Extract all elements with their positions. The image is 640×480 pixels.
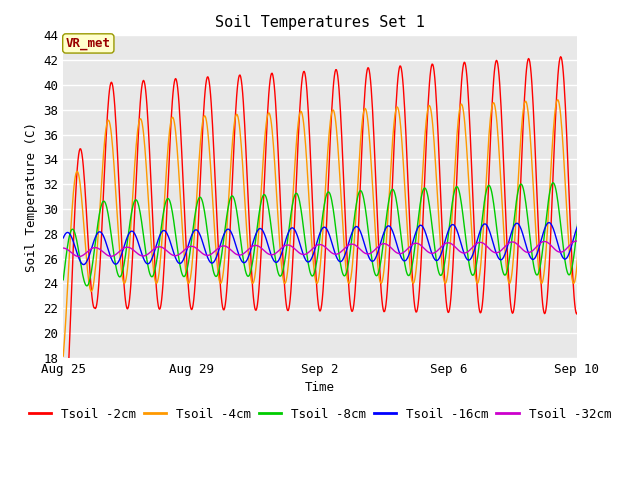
X-axis label: Time: Time bbox=[305, 381, 335, 394]
Title: Soil Temperatures Set 1: Soil Temperatures Set 1 bbox=[215, 15, 425, 30]
Y-axis label: Soil Temperature (C): Soil Temperature (C) bbox=[25, 121, 38, 272]
Legend: Tsoil -2cm, Tsoil -4cm, Tsoil -8cm, Tsoil -16cm, Tsoil -32cm: Tsoil -2cm, Tsoil -4cm, Tsoil -8cm, Tsoi… bbox=[24, 403, 616, 426]
Text: VR_met: VR_met bbox=[66, 37, 111, 50]
